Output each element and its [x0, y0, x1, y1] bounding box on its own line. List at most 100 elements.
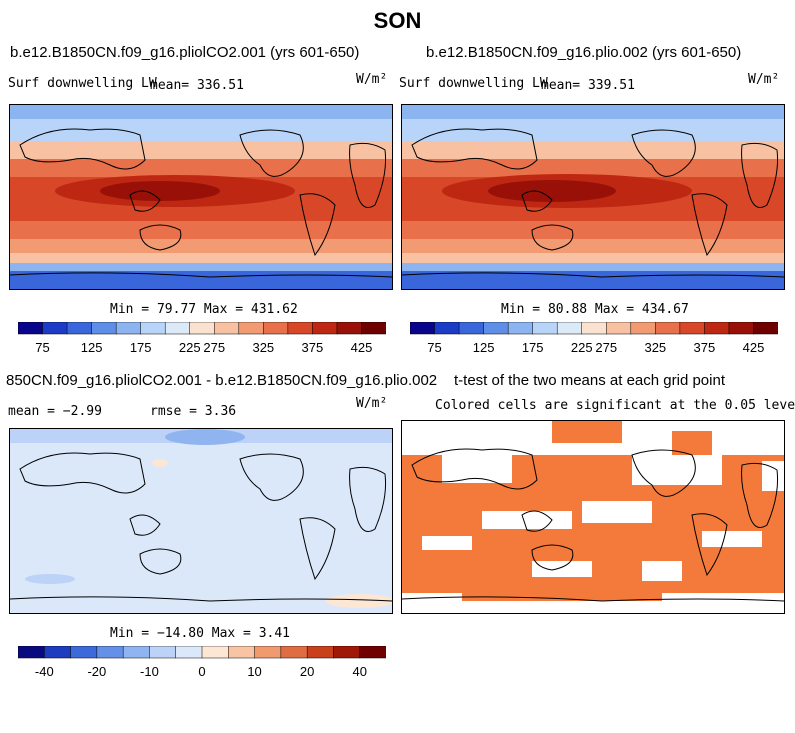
panel-b-colorbar-tick-label: 275	[595, 340, 617, 355]
panel-a-map-svg	[10, 105, 392, 289]
diff-colorbar-tick-label: 40	[352, 664, 366, 679]
diff-colorbar-swatch	[175, 646, 203, 659]
diff-title: 850CN.f09_g16.pliolCO2.001 - b.e12.B1850…	[6, 372, 438, 389]
panel-a-colorbar-swatch	[42, 322, 68, 335]
ttest-sig-north	[552, 421, 622, 443]
panel-b-map	[401, 104, 785, 290]
ttest-title: t-test of the two means at each grid poi…	[454, 372, 725, 389]
ttest-map-svg	[402, 421, 784, 613]
diff-map	[9, 428, 393, 614]
panel-a-colorbar-swatch	[361, 322, 386, 335]
season-title: SON	[373, 8, 422, 33]
panel-a-colorbar-svg: 75 125 175 225 275 325 375 425	[18, 322, 386, 355]
panel-a-colorbar-tick-label: 275	[203, 340, 225, 355]
diff-colorbar-swatch	[44, 646, 72, 659]
panel-b-colorbar: 75 125 175 225 275 325 375 425	[410, 322, 778, 362]
diff-colorbar-tick-label: -40	[35, 664, 54, 679]
panel-b-colorbar-tick-label: 125	[473, 340, 495, 355]
diff-map-arctic-core	[165, 429, 245, 445]
diff-colorbar-swatch	[70, 646, 98, 659]
panel-a-colorbar-swatch	[189, 322, 215, 335]
panel-a-mean: mean= 336.51	[150, 78, 244, 93]
diff-colorbar-svg: -40 -20 -10 0 10 20 40	[18, 646, 386, 679]
panel-a-colorbar-tick-label: 375	[302, 340, 324, 355]
diff-colorbar-swatch	[359, 646, 386, 659]
map-b-polar-n	[402, 105, 784, 119]
ttest-nonsignificant-cells	[422, 455, 784, 581]
panel-b-colorbar-swatch	[679, 322, 705, 335]
ttest-ns-4	[482, 511, 572, 529]
diff-colorbar-tick-label: 0	[198, 664, 205, 679]
ttest-ns-9	[642, 561, 682, 581]
map-a-coastlines	[10, 128, 392, 278]
panel-a-colorbar-swatch	[91, 322, 117, 335]
panel-a-colorbar-swatch	[263, 322, 289, 335]
panel-a-variable: Surf downwelling LW	[8, 76, 157, 91]
diff-colorbar-tick-label: -10	[140, 664, 159, 679]
panel-b-colorbar-svg: 75 125 175 225 275 325 375 425	[410, 322, 778, 355]
diff-colorbar-swatch	[333, 646, 361, 659]
map-a-band-n2	[10, 141, 392, 159]
ttest-ns-6	[582, 501, 652, 523]
ttest-ns-8	[532, 561, 592, 577]
diff-map-south-patch	[25, 574, 75, 584]
panel-a-colorbar-swatch	[214, 322, 240, 335]
panel-a-map	[9, 104, 393, 290]
panel-b-units: W/m²	[748, 72, 780, 87]
panel-a-colorbar-swatch	[312, 322, 338, 335]
panel-a-colorbar-swatch	[164, 322, 191, 335]
panel-b-mean: mean= 339.51	[541, 78, 635, 93]
panel-a-colorbar-swatch	[66, 322, 93, 335]
map-b-coastlines	[402, 128, 784, 278]
diff-mean: mean = −2.99	[8, 404, 102, 419]
panel-b-colorbar-tick-label: 325	[644, 340, 666, 355]
ttest-subtitle: Colored cells are significant at the 0.0…	[435, 398, 795, 413]
panel-b-colorbar-tick-label: 75	[427, 340, 441, 355]
panel-a-colorbar-tick-label: 425	[351, 340, 373, 355]
map-a-band-s4	[10, 263, 392, 271]
panel-b-colorbar-swatch	[581, 322, 607, 335]
panel-a-colorbar-tick-label: 125	[81, 340, 103, 355]
diff-colorbar-tick-label: 10	[247, 664, 261, 679]
diff-map-bg	[10, 429, 392, 613]
map-a-polar-n	[10, 105, 392, 119]
panel-a-colorbar: 75 125 175 225 275 325 375 425	[18, 322, 386, 362]
ttest-sig-south	[462, 593, 662, 601]
panel-a-case-title: b.e12.B1850CN.f09_g16.pliolCO2.001 (yrs …	[10, 44, 360, 61]
panel-b-map-svg	[402, 105, 784, 289]
panel-b-colorbar-swatch	[704, 322, 730, 335]
ttest-ns-3	[762, 461, 784, 491]
map-a-antarctic	[10, 271, 392, 289]
ttest-ns-2	[632, 455, 722, 485]
panel-a-colorbar-tick-label: 175	[130, 340, 152, 355]
panel-a-colorbar-tick-label: 225	[179, 340, 201, 355]
diff-colorbar-swatch	[306, 646, 334, 659]
panel-b-case-title: b.e12.B1850CN.f09_g16.plio.002 (yrs 601-…	[426, 44, 742, 61]
panel-b-colorbar-swatch	[410, 322, 436, 335]
panel-b-colorbar-tick-label: 375	[694, 340, 716, 355]
panel-a-colorbar-swatch	[287, 322, 313, 335]
ttest-ns-5	[422, 536, 472, 550]
map-a-band-s2	[10, 239, 392, 253]
panel-b-colorbar-swatch	[507, 322, 534, 335]
diff-colorbar-swatch	[228, 646, 256, 659]
map-a-band-s3	[10, 253, 392, 263]
diff-colorbar-swatch	[96, 646, 124, 659]
panel-b-colorbar-swatch	[606, 322, 632, 335]
diff-units: W/m²	[356, 396, 388, 411]
panel-b-variable: Surf downwelling LW	[399, 76, 548, 91]
panel-b-colorbar-swatch	[434, 322, 460, 335]
map-a-warmpool-core	[100, 181, 220, 201]
panel-a-colorbar-tick-label: 325	[252, 340, 274, 355]
panel-a-units: W/m²	[356, 72, 388, 87]
ttest-sig-ne	[672, 431, 712, 455]
panel-b-colorbar-swatch	[532, 322, 558, 335]
diff-colorbar-swatch	[149, 646, 177, 659]
map-a-band-s1	[10, 221, 392, 239]
panel-b-colorbar-swatch	[753, 322, 778, 335]
panel-b-colorbar-swatch	[655, 322, 681, 335]
ttest-map-coastlines	[402, 448, 784, 602]
diff-colorbar-swatch	[201, 646, 229, 659]
panel-a-minmax: Min = 79.77 Max = 431.62	[110, 302, 298, 317]
panel-a-colorbar-swatch	[238, 322, 264, 335]
